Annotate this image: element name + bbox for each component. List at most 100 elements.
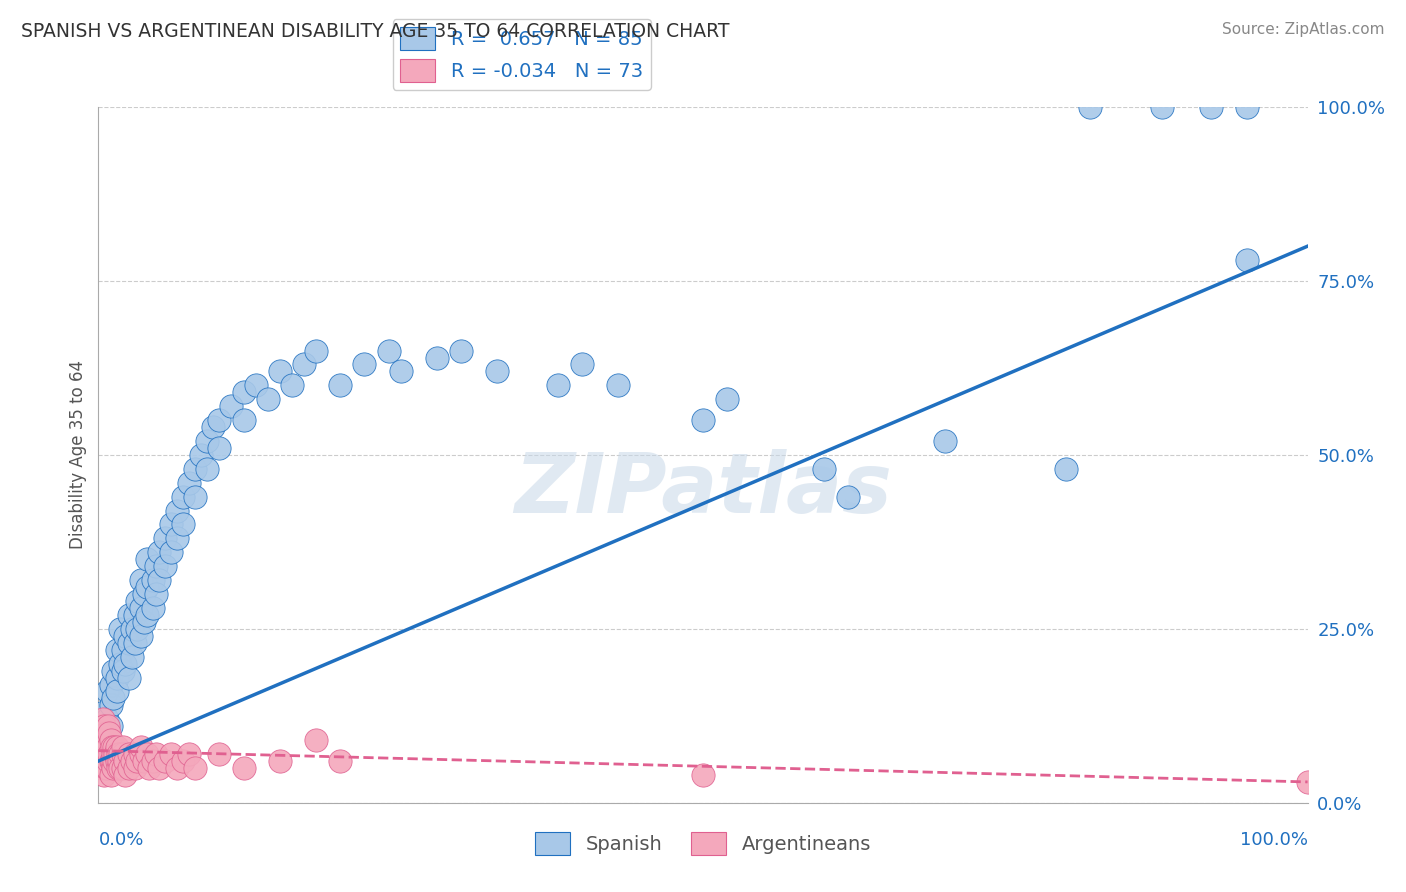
Point [184, 462, 207, 476]
Point [571, 358, 593, 372]
Point [134, 615, 156, 629]
Point [329, 378, 352, 392]
Point [486, 364, 509, 378]
Point [1236, 100, 1258, 114]
Point [100, 698, 122, 713]
Point [93, 719, 115, 733]
Point [172, 490, 194, 504]
Point [202, 420, 225, 434]
Point [148, 573, 170, 587]
Point [232, 761, 254, 775]
Point [91, 747, 114, 761]
Point [100, 677, 122, 691]
Point [118, 671, 141, 685]
Text: ZIPatlas: ZIPatlas [515, 450, 891, 530]
Point [114, 657, 136, 671]
Point [716, 392, 738, 407]
Point [256, 392, 278, 407]
Point [96, 712, 118, 726]
Point [93, 740, 115, 755]
Point [93, 726, 115, 740]
Point [208, 413, 231, 427]
Point [94, 761, 117, 775]
Point [547, 378, 569, 392]
Point [93, 740, 115, 755]
Point [934, 434, 956, 448]
Point [148, 761, 170, 775]
Point [160, 747, 183, 761]
Point [96, 747, 118, 761]
Point [93, 768, 115, 782]
Point [104, 747, 127, 761]
Point [91, 712, 114, 726]
Point [91, 747, 114, 761]
Point [98, 726, 121, 740]
Point [148, 545, 170, 559]
Point [208, 441, 231, 455]
Point [111, 761, 134, 775]
Point [105, 671, 128, 685]
Point [172, 754, 194, 768]
Point [91, 761, 114, 775]
Point [107, 761, 129, 775]
Point [124, 747, 146, 761]
Point [135, 747, 157, 761]
Y-axis label: Disability Age 35 to 64: Disability Age 35 to 64 [69, 360, 87, 549]
Point [121, 622, 143, 636]
Point [166, 532, 188, 546]
Point [100, 768, 122, 782]
Point [1078, 100, 1101, 114]
Point [353, 358, 375, 372]
Point [105, 684, 128, 698]
Point [127, 594, 149, 608]
Point [389, 364, 412, 378]
Point [111, 664, 134, 678]
Point [124, 636, 146, 650]
Point [124, 761, 146, 775]
Point [450, 343, 472, 358]
Point [129, 740, 152, 755]
Point [837, 490, 859, 504]
Point [138, 761, 160, 775]
Point [129, 573, 152, 587]
Point [153, 532, 176, 546]
Point [195, 462, 218, 476]
Point [100, 733, 122, 747]
Point [97, 754, 120, 768]
Point [118, 761, 141, 775]
Point [134, 587, 156, 601]
Point [127, 754, 149, 768]
Point [93, 754, 115, 768]
Point [134, 754, 156, 768]
Point [114, 754, 136, 768]
Point [100, 719, 122, 733]
Point [135, 580, 157, 594]
Point [118, 747, 141, 761]
Point [91, 733, 114, 747]
Point [142, 601, 165, 615]
Point [114, 629, 136, 643]
Point [90, 740, 112, 755]
Point [1236, 253, 1258, 268]
Point [692, 768, 714, 782]
Point [101, 747, 124, 761]
Point [108, 622, 131, 636]
Point [145, 587, 167, 601]
Legend: Spanish, Argentineans: Spanish, Argentineans [527, 824, 879, 863]
Point [1054, 462, 1077, 476]
Point [118, 636, 141, 650]
Point [153, 559, 176, 574]
Point [90, 719, 112, 733]
Point [142, 754, 165, 768]
Point [329, 754, 352, 768]
Point [114, 768, 136, 782]
Point [281, 378, 304, 392]
Point [221, 399, 243, 413]
Point [111, 642, 134, 657]
Point [97, 719, 120, 733]
Point [127, 622, 149, 636]
Point [1199, 100, 1222, 114]
Point [129, 629, 152, 643]
Point [179, 747, 201, 761]
Point [269, 364, 291, 378]
